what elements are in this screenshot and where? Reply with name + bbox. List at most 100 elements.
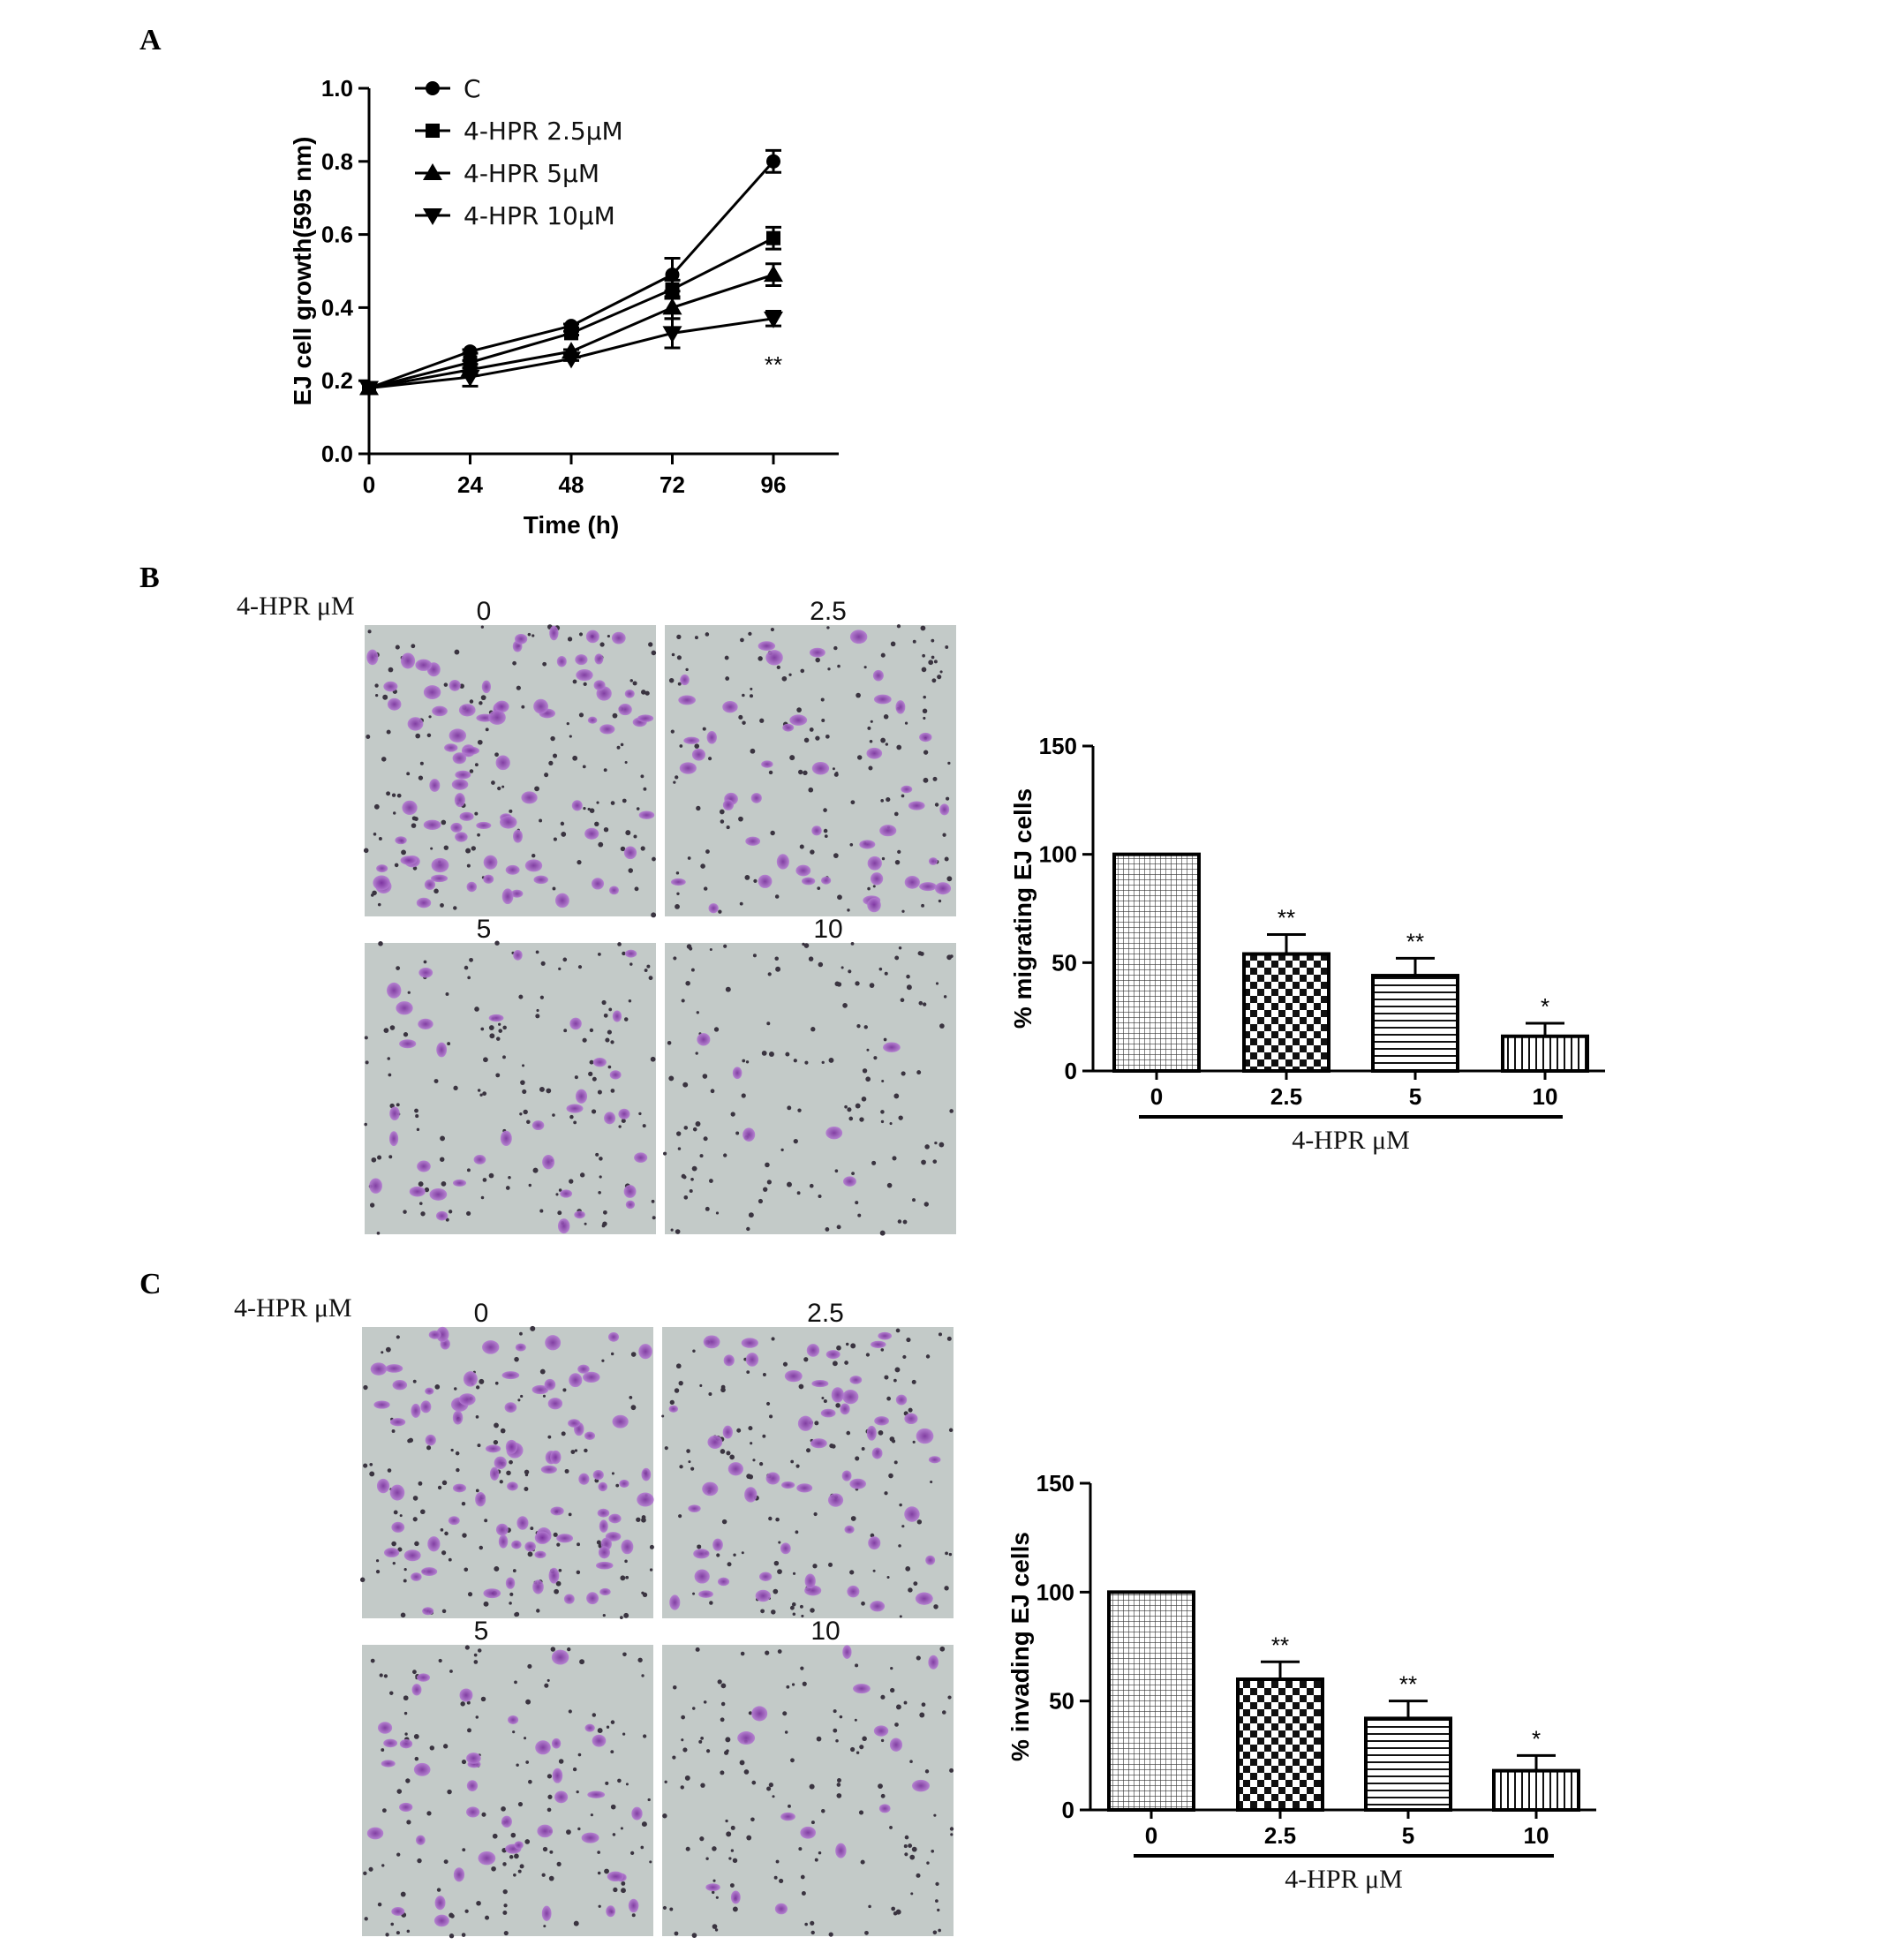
- micrograph-pore: [649, 1860, 652, 1864]
- micrograph-cell: [524, 1542, 536, 1552]
- micrograph-cell: [595, 1561, 614, 1570]
- micrograph-pore: [886, 1575, 890, 1579]
- micrograph-pore: [369, 1462, 373, 1466]
- micrograph-cell: [584, 1431, 596, 1440]
- micrograph-pore: [628, 999, 632, 1003]
- micrograph-pore: [673, 780, 676, 784]
- micrograph-pore: [767, 972, 772, 976]
- micrograph-cell: [466, 1780, 479, 1791]
- micrograph-pore: [809, 1183, 814, 1188]
- micrograph-pore: [908, 1843, 913, 1848]
- micrograph-pore: [792, 1612, 796, 1616]
- micrograph-pore: [775, 1517, 780, 1522]
- micrograph-cell: [577, 1364, 590, 1374]
- micrograph-pore: [392, 1561, 396, 1565]
- micrograph-pore: [730, 1825, 735, 1830]
- growth-x-tick-label: 48: [559, 471, 584, 498]
- micrograph-pore: [690, 1177, 694, 1181]
- micrograph-pore: [494, 1381, 499, 1385]
- micrograph-pore: [640, 846, 645, 851]
- micrograph-pore: [902, 1354, 907, 1360]
- micrograph-pore: [597, 953, 601, 956]
- micrograph-pore: [539, 995, 544, 999]
- bar-y-tick-label: 150: [1039, 733, 1077, 759]
- micrograph-pore: [608, 1007, 613, 1012]
- micrograph-pore: [411, 644, 416, 649]
- micrograph-pore: [648, 642, 653, 647]
- micrograph-pore: [773, 1588, 779, 1594]
- micrograph-pore: [732, 1906, 738, 1912]
- micrograph-pore: [880, 737, 886, 743]
- micrograph-pore: [416, 1127, 420, 1131]
- micrograph-pore: [503, 1903, 508, 1908]
- micrograph-pore: [705, 632, 710, 637]
- micrograph-pore: [662, 1813, 667, 1819]
- micrograph-pore: [712, 1924, 718, 1929]
- micrograph-pore: [868, 1904, 871, 1909]
- micrograph-pore: [476, 1900, 481, 1906]
- micrograph-pore: [522, 1089, 527, 1094]
- micrograph-pore: [589, 808, 595, 813]
- micrograph-pore: [465, 848, 471, 854]
- micrograph-pore: [636, 1517, 641, 1522]
- micrograph-cell: [758, 874, 773, 888]
- micrograph-cell: [915, 1592, 933, 1605]
- micrograph-pore: [685, 667, 689, 672]
- micrograph-pore: [771, 1337, 775, 1341]
- micrograph-pore: [428, 715, 432, 719]
- micrograph-pore: [411, 823, 417, 828]
- micrograph-pore: [800, 668, 805, 674]
- micrograph-pore: [403, 1032, 409, 1037]
- micrograph-pore: [813, 1511, 818, 1517]
- micrograph-pore: [415, 733, 421, 739]
- micrograph-pore: [893, 811, 899, 817]
- micrograph-pore: [723, 1153, 727, 1157]
- migration-y-axis-label: % migrating EJ cells: [1009, 788, 1036, 1029]
- micrograph-pore: [440, 903, 444, 908]
- micrograph-cell: [512, 829, 523, 843]
- micrograph-cell: [811, 761, 830, 775]
- micrograph-pore: [610, 1089, 615, 1093]
- micrograph-pore: [699, 1154, 704, 1158]
- micrograph-pore: [742, 1059, 746, 1063]
- micrograph-cell: [804, 1573, 816, 1589]
- micrograph-pore: [726, 1831, 732, 1837]
- micrograph-pore: [919, 1712, 925, 1718]
- micrograph-pore: [387, 1468, 392, 1473]
- micrograph-cell: [827, 1493, 844, 1507]
- micrograph-cell: [399, 1738, 413, 1749]
- micrograph-pore: [552, 1113, 555, 1117]
- micrograph-cell: [638, 810, 655, 819]
- micrograph-cell: [849, 629, 868, 645]
- micrograph-pore: [906, 974, 910, 979]
- micrograph-cell: [434, 1896, 446, 1911]
- micrograph-pore: [724, 1750, 729, 1755]
- micrograph-pore: [803, 1357, 809, 1362]
- micrograph-pore: [945, 1551, 948, 1556]
- micrograph-cell: [377, 1722, 393, 1734]
- micrograph-cell: [505, 864, 520, 875]
- micrograph-pore: [441, 1550, 447, 1556]
- micrograph-pore: [535, 950, 539, 954]
- micrograph-pore: [746, 1474, 751, 1479]
- micrograph-cell: [400, 652, 416, 669]
- micrograph-pore: [612, 1833, 616, 1836]
- growth-y-tick-label: 1.0: [321, 75, 353, 102]
- micrograph-pore: [728, 1857, 732, 1860]
- micrograph-cell: [423, 685, 441, 700]
- micrograph-pore: [622, 798, 627, 803]
- micrograph-cell: [758, 641, 776, 652]
- micrograph-pore: [765, 1650, 770, 1655]
- micrograph-cell: [424, 879, 436, 890]
- micrograph-pore: [931, 678, 937, 683]
- micrograph-cell: [415, 659, 433, 671]
- micrograph-pore: [815, 735, 820, 741]
- micrograph-pore: [691, 1707, 696, 1710]
- micrograph-pore: [935, 1881, 939, 1887]
- micrograph-cell: [391, 1907, 405, 1916]
- micrograph-cell: [387, 697, 402, 711]
- micrograph-cell: [683, 736, 700, 744]
- micrograph-cell: [727, 1462, 743, 1476]
- micrograph-pore: [923, 716, 926, 720]
- growth-x-tick-label: 24: [457, 471, 483, 498]
